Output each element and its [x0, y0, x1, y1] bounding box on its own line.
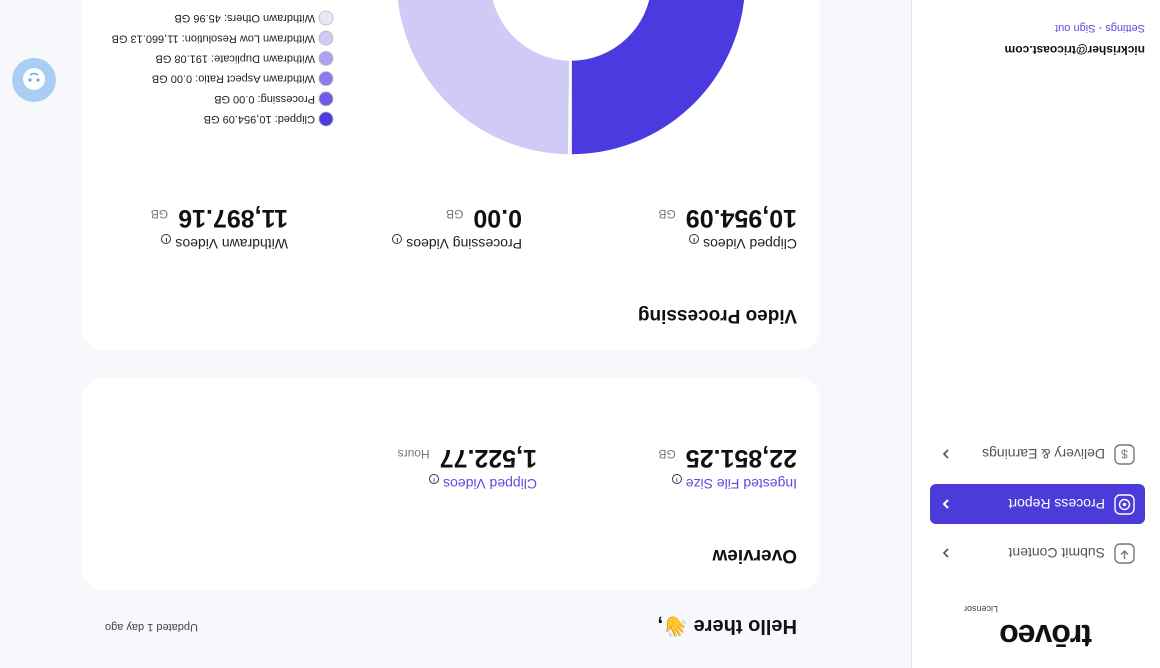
donut-slice: [568, 59, 572, 156]
nav-icons: [942, 494, 1135, 515]
legend-swatch: [318, 10, 334, 26]
legend-swatch: [318, 71, 334, 86]
legend-label: Withdrawn Others: 45.96 GB: [174, 12, 315, 24]
sidebar: trōveo Licensor Submit Content Process R…: [911, 0, 1160, 668]
legend-swatch: [318, 91, 334, 107]
nav-item[interactable]: Submit Content: [930, 533, 1145, 573]
legend-label: Clipped: 10,954.09 GB: [204, 113, 315, 125]
legend-swatch: [318, 111, 334, 127]
donut-slice: [395, 0, 586, 156]
legend-label: Processing: 0.00 GB: [214, 93, 315, 105]
help-button[interactable]: [12, 58, 56, 102]
nav-item[interactable]: $ Delivery & Earnings: [930, 434, 1145, 474]
legend-label: Withdrawn Duplicate: 191.08 GB: [155, 52, 315, 64]
legend-swatch: [318, 30, 334, 46]
legend-label: Withdrawn Low Resolution: 11,660.13 GB: [112, 32, 315, 44]
help-icon: [23, 68, 45, 90]
nav-item-active[interactable]: Process Report: [930, 484, 1145, 524]
svg-text:$: $: [1121, 447, 1128, 461]
legend-swatch: [318, 51, 334, 66]
donut-slice: [570, 0, 747, 156]
nav-icons: $: [942, 444, 1135, 465]
legend-label: Withdrawn Aspect Ratio: 0.00 GB: [152, 73, 315, 85]
nav-icons: [942, 543, 1135, 564]
